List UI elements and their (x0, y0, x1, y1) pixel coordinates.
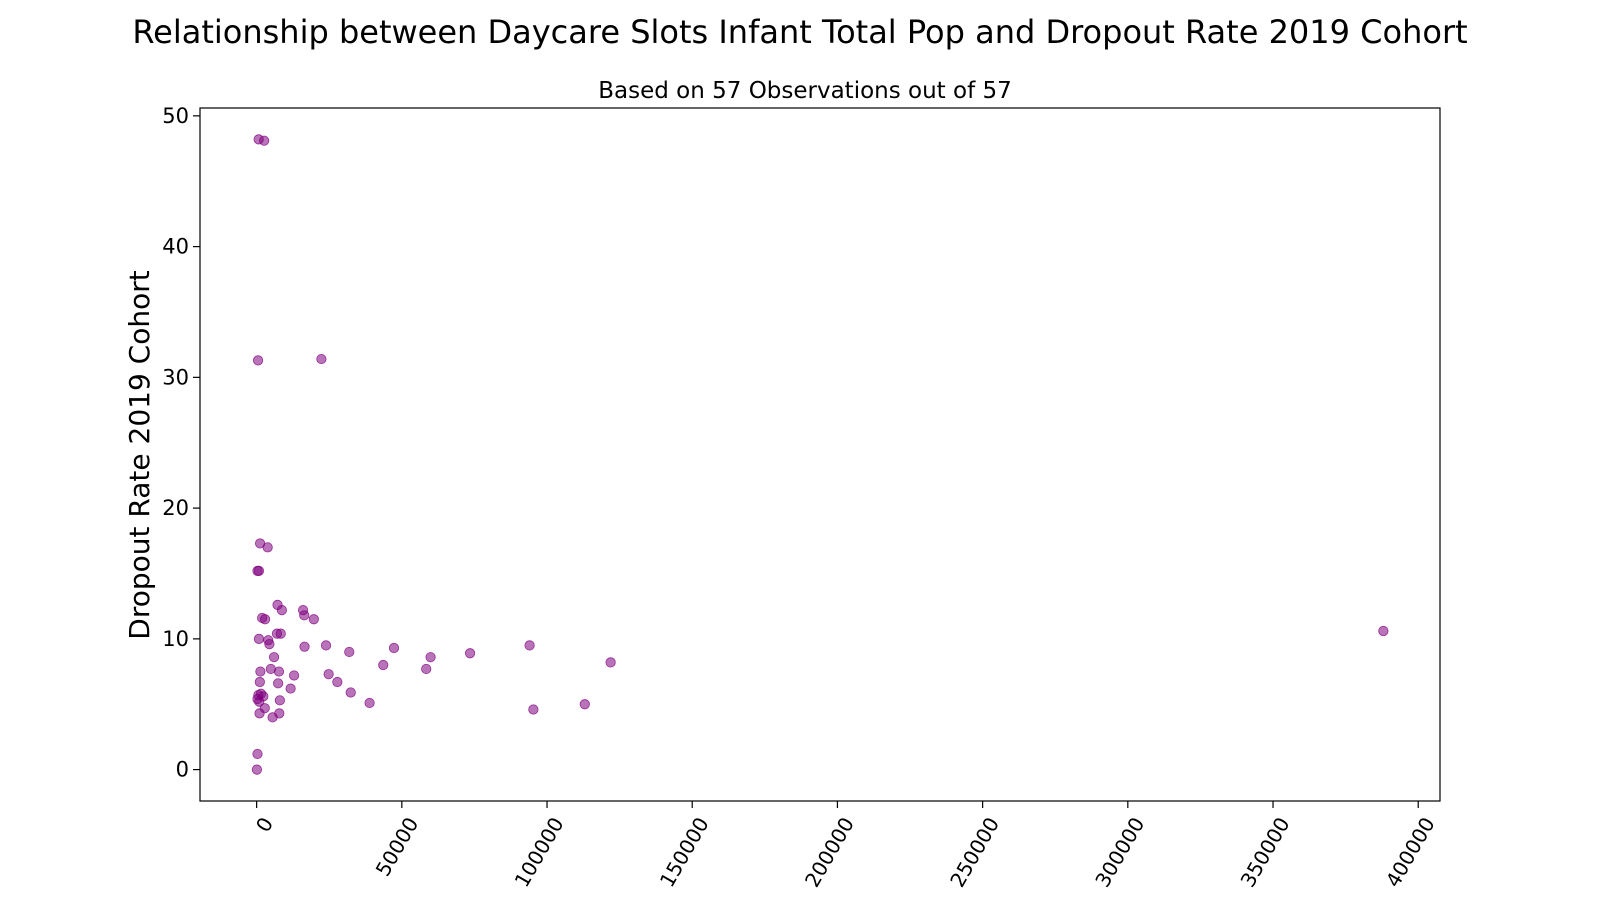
data-point (605, 657, 616, 668)
data-point (344, 646, 355, 658)
data-point (579, 699, 590, 710)
data-point (345, 687, 356, 698)
points-layer (251, 134, 1389, 775)
y-tick-label: 20 (162, 496, 189, 520)
x-tick-label: 150000 (655, 813, 714, 891)
y-tick-label: 0 (176, 758, 189, 782)
data-point (264, 638, 275, 650)
x-tick-label: 250000 (945, 813, 1004, 891)
data-point (308, 614, 319, 625)
y-tick-label: 10 (162, 627, 189, 651)
data-point (1378, 625, 1389, 637)
x-tick-label: 100000 (510, 813, 569, 891)
data-point (316, 353, 327, 365)
y-tick-label: 50 (162, 104, 189, 128)
x-tick-label: 400000 (1381, 813, 1440, 891)
data-point (274, 708, 285, 719)
data-point (259, 135, 270, 146)
x-tick-label: 200000 (800, 813, 859, 891)
x-tick-label: 0 (251, 813, 278, 836)
data-point (268, 652, 280, 663)
data-point (275, 628, 286, 639)
data-point (255, 666, 266, 677)
data-point (425, 652, 436, 663)
data-point (276, 604, 287, 616)
data-point (524, 640, 535, 651)
data-point (378, 659, 389, 671)
data-point (528, 704, 539, 715)
data-point (273, 678, 284, 689)
data-point (262, 542, 273, 553)
data-point (285, 683, 296, 694)
plot-frame (199, 107, 1441, 802)
data-point (254, 708, 265, 719)
data-point (259, 614, 271, 625)
data-point (299, 610, 310, 621)
data-point (320, 640, 332, 651)
data-point (252, 355, 264, 366)
data-point (388, 642, 400, 654)
data-point (299, 641, 310, 652)
x-tick-label: 300000 (1090, 813, 1149, 891)
y-axis-label: Dropout Rate 2019 Cohort (123, 270, 156, 639)
data-point (253, 565, 265, 576)
y-tick-label: 40 (162, 235, 189, 259)
data-point (251, 764, 263, 775)
x-axis: 0 50000 100000 150000 200000 250000 300000 3500… (251, 801, 1440, 891)
chart-subtitle: Based on 57 Observations out of 57 (598, 78, 1012, 104)
y-axis: 0 10 20 30 40 50 (162, 104, 200, 782)
data-point (421, 663, 432, 675)
data-point (464, 648, 476, 659)
data-point (364, 697, 375, 709)
y-tick-label: 30 (162, 365, 189, 389)
data-point (332, 676, 343, 688)
data-point (274, 695, 285, 706)
chart-title: Relationship between Daycare Slots Infan… (132, 13, 1468, 51)
data-point (323, 669, 334, 680)
data-point (253, 633, 265, 644)
data-point (288, 670, 300, 681)
data-point (273, 666, 285, 677)
x-tick-label: 350000 (1236, 813, 1295, 891)
data-point (258, 691, 269, 702)
x-tick-label: 50000 (371, 813, 424, 880)
data-point (254, 676, 265, 688)
data-point (252, 748, 263, 760)
